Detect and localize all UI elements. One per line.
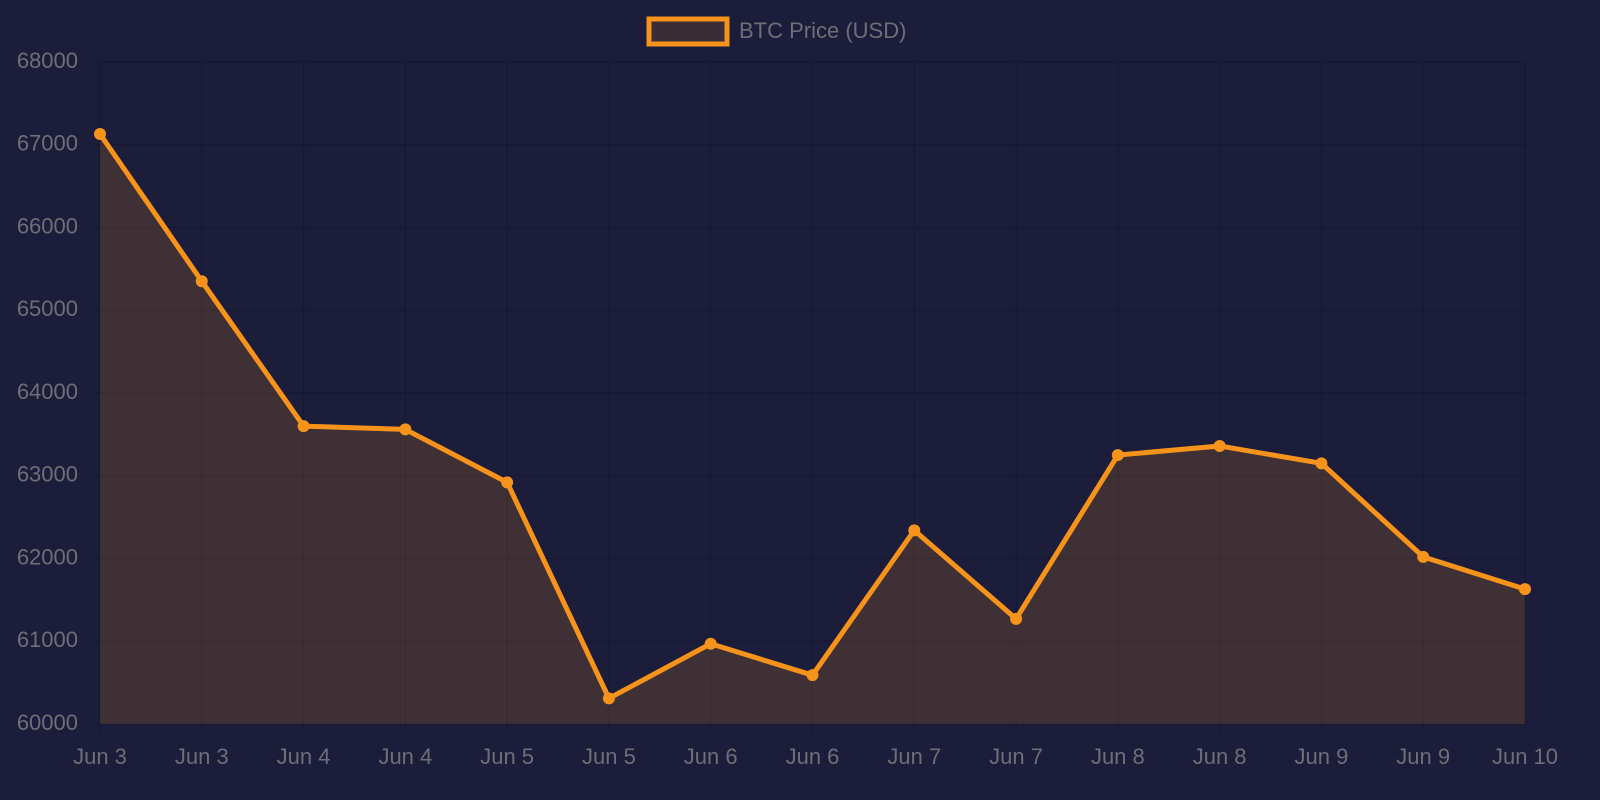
y-tick-label: 61000 xyxy=(17,627,78,652)
point xyxy=(1010,612,1023,625)
point xyxy=(1111,449,1124,462)
point xyxy=(1315,457,1328,470)
legend-label: BTC Price (USD) xyxy=(739,18,906,43)
legend-swatch xyxy=(646,16,730,47)
point xyxy=(1417,550,1430,563)
x-tick-label: Jun 7 xyxy=(887,744,941,769)
y-tick-label: 60000 xyxy=(17,710,78,735)
y-tick-label: 66000 xyxy=(17,213,78,238)
point xyxy=(195,275,208,288)
x-tick-label: Jun 8 xyxy=(1091,744,1145,769)
x-tick-label: Jun 7 xyxy=(989,744,1043,769)
x-tick-label: Jun 3 xyxy=(73,744,127,769)
x-tick-label: Jun 6 xyxy=(786,744,840,769)
point xyxy=(806,669,819,682)
x-tick-label: Jun 4 xyxy=(277,744,331,769)
x-tick-label: Jun 3 xyxy=(175,744,229,769)
point xyxy=(908,524,921,537)
point xyxy=(501,476,514,489)
x-tick-label: Jun 4 xyxy=(378,744,432,769)
point xyxy=(602,692,615,705)
y-tick-label: 68000 xyxy=(17,48,78,73)
x-tick-label: Jun 10 xyxy=(1492,744,1558,769)
point xyxy=(704,637,717,650)
x-tick-label: Jun 8 xyxy=(1193,744,1247,769)
point xyxy=(94,127,106,140)
y-tick-label: 62000 xyxy=(17,544,78,569)
point xyxy=(297,420,310,433)
x-tick-label: Jun 5 xyxy=(480,744,534,769)
x-tick-label: Jun 6 xyxy=(684,744,738,769)
y-tick-label: 63000 xyxy=(17,462,78,487)
y-tick-label: 64000 xyxy=(17,379,78,404)
point xyxy=(399,423,412,436)
y-tick-label: 65000 xyxy=(17,296,78,321)
x-tick-label: Jun 5 xyxy=(582,744,636,769)
area xyxy=(100,133,1525,724)
point xyxy=(1213,439,1226,452)
x-tick-label: Jun 9 xyxy=(1396,744,1450,769)
x-tick-label: Jun 9 xyxy=(1295,744,1349,769)
y-tick-label: 67000 xyxy=(17,131,78,156)
point xyxy=(1519,583,1531,596)
